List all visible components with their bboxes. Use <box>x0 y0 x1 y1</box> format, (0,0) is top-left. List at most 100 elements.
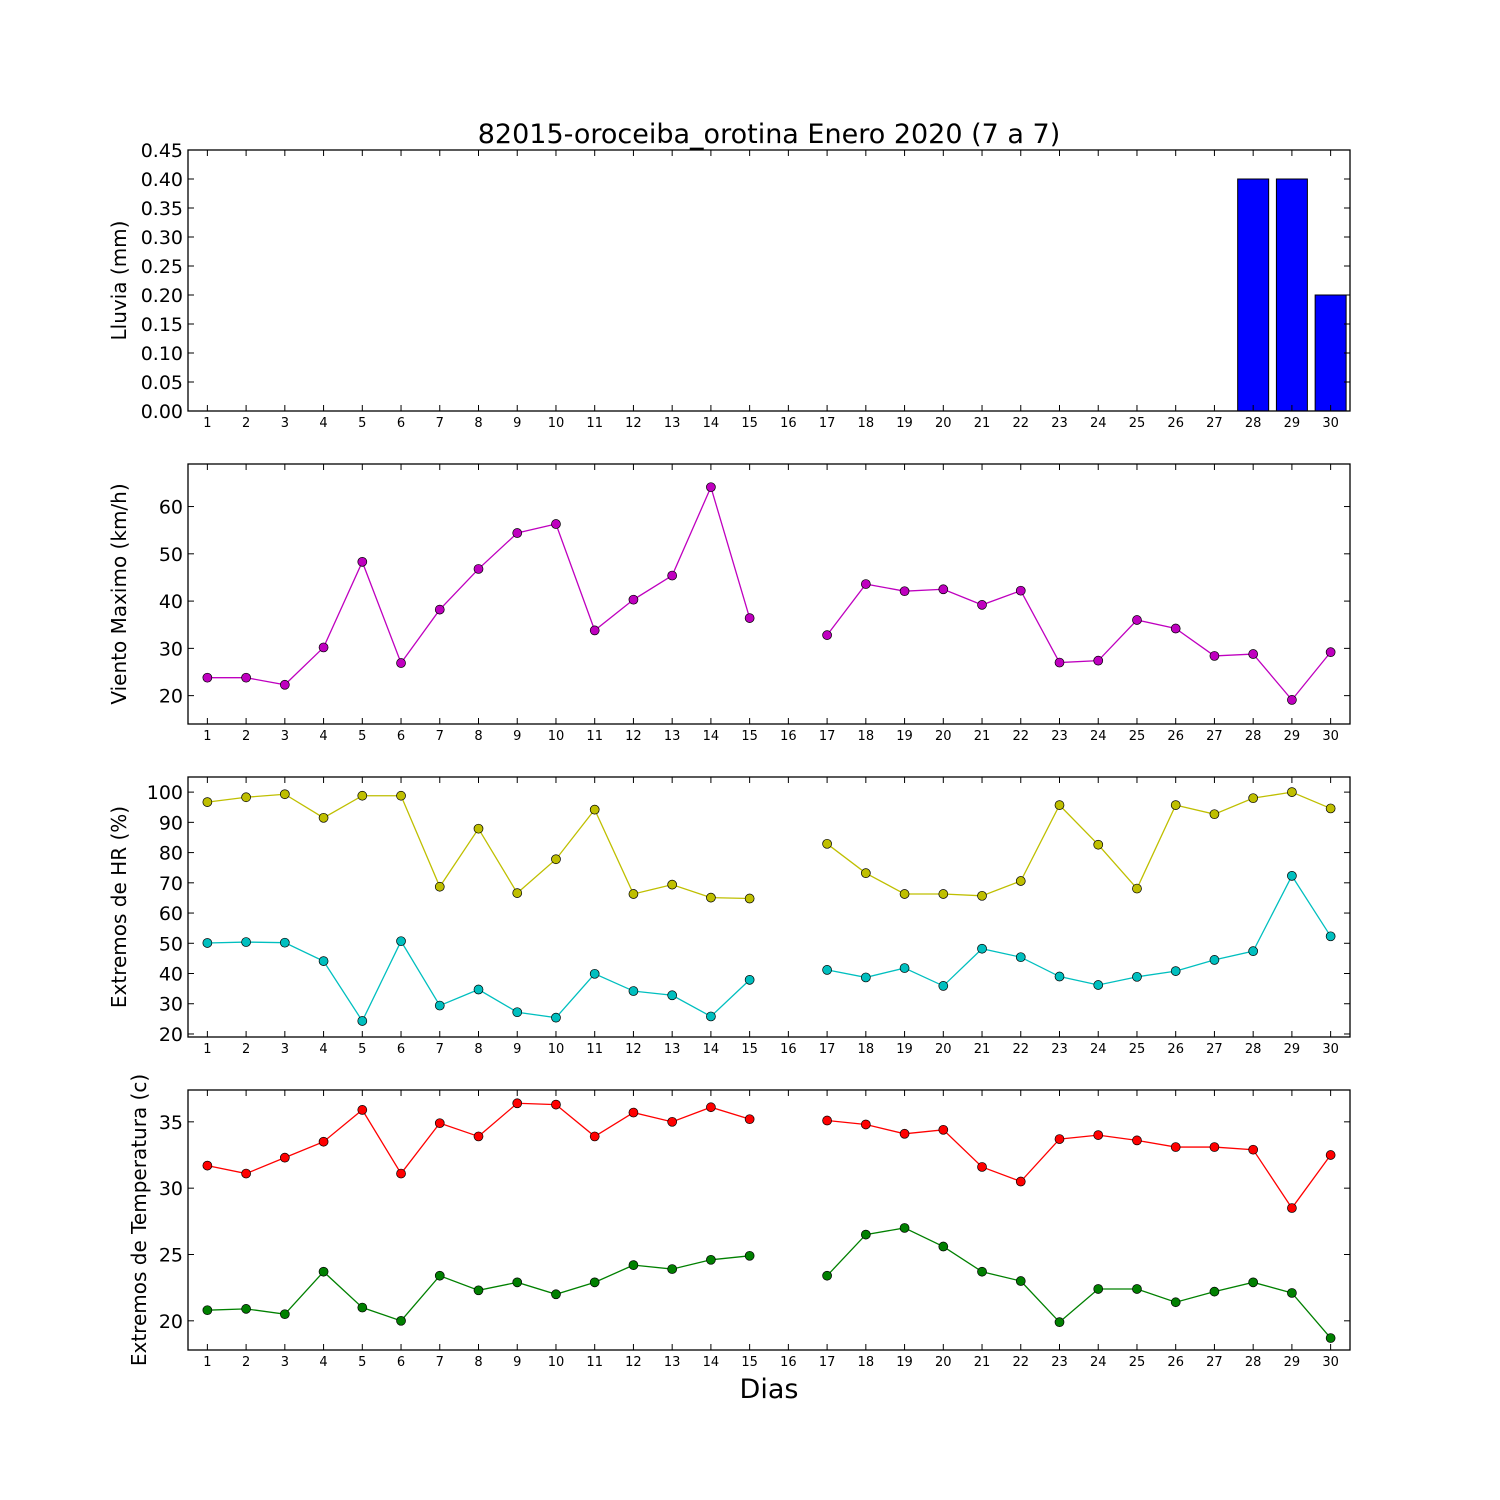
point-s1-day-12 <box>628 594 639 605</box>
x-tick-label: 6 <box>397 729 405 744</box>
x-tick-label: 1 <box>203 416 211 431</box>
y-tick-label: 0.00 <box>141 401 183 423</box>
point-s1-day-18 <box>860 1119 871 1130</box>
x-tick-label: 18 <box>858 416 875 431</box>
point-s1-day-9 <box>512 888 523 898</box>
y-axis-label: Lluvia (mm) <box>107 221 131 341</box>
x-tick-label: 1 <box>203 1042 211 1057</box>
y-tick-label: 20 <box>159 1311 183 1333</box>
point-s1-day-15 <box>744 613 755 623</box>
x-tick-label: 7 <box>436 1355 444 1370</box>
x-tick-label: 17 <box>819 729 836 744</box>
x-tick-label: 13 <box>664 729 681 744</box>
x-tick-label: 11 <box>586 1042 603 1057</box>
y-tick-label: 60 <box>159 497 183 519</box>
x-tick-label: 29 <box>1284 1042 1301 1057</box>
point-s2-day-21 <box>977 1266 987 1277</box>
point-s1-day-25 <box>1132 883 1142 894</box>
point-s1-day-1 <box>202 672 213 683</box>
x-tick-label: 4 <box>319 1042 327 1057</box>
x-tick-label: 11 <box>586 416 603 431</box>
point-s2-day-1 <box>202 938 213 948</box>
point-s1-day-10 <box>551 1099 561 1110</box>
y-tick-label: 40 <box>159 964 183 986</box>
point-s1-day-6 <box>396 790 406 801</box>
point-s1-day-25 <box>1132 1135 1142 1146</box>
point-s1-day-10 <box>551 854 561 865</box>
point-s2-day-23 <box>1054 1317 1065 1327</box>
point-s2-day-23 <box>1054 971 1065 982</box>
point-s2-day-17 <box>822 1270 832 1281</box>
point-s1-day-28 <box>1248 1144 1259 1155</box>
x-tick-label: 12 <box>625 1355 642 1370</box>
x-tick-label: 24 <box>1090 1355 1107 1370</box>
point-s2-day-6 <box>396 1315 406 1326</box>
axes-frame <box>187 149 1351 412</box>
point-s1-day-30 <box>1325 1150 1336 1160</box>
x-tick-label: 25 <box>1129 416 1146 431</box>
point-s2-day-18 <box>860 972 871 983</box>
x-tick-label: 19 <box>896 1355 913 1370</box>
x-tick-label: 12 <box>625 729 642 744</box>
y-tick-label: 30 <box>159 638 183 660</box>
point-s2-day-6 <box>396 936 406 947</box>
x-tick-label: 20 <box>935 729 952 744</box>
x-tick-label: 24 <box>1090 1042 1107 1057</box>
point-s2-day-5 <box>357 1302 368 1313</box>
x-tick-label: 11 <box>586 1355 603 1370</box>
x-tick-label: 16 <box>780 729 797 744</box>
x-tick-label: 3 <box>281 729 289 744</box>
point-s2-day-2 <box>241 937 251 947</box>
x-tick-label: 9 <box>513 416 521 431</box>
x-tick-label: 1 <box>203 1355 211 1370</box>
x-tick-label: 7 <box>436 1042 444 1057</box>
x-tick-label: 19 <box>896 416 913 431</box>
point-s1-day-18 <box>860 579 871 589</box>
point-s1-day-26 <box>1170 1142 1181 1152</box>
point-s2-day-5 <box>357 1016 368 1026</box>
x-tick-label: 26 <box>1167 416 1184 431</box>
point-s2-day-10 <box>551 1289 561 1300</box>
point-s1-day-20 <box>938 889 949 899</box>
point-s1-day-27 <box>1209 809 1220 820</box>
point-s1-day-2 <box>241 792 251 803</box>
x-tick-label: 15 <box>741 416 758 431</box>
x-tick-label: 8 <box>474 1042 482 1057</box>
point-s1-day-23 <box>1054 1134 1065 1144</box>
x-tick-label: 7 <box>436 729 444 744</box>
bar-day-30 <box>1314 294 1347 412</box>
point-s1-day-14 <box>706 1102 716 1113</box>
panel-4: 1 2 3 4 5 6 7 8 9 10 11 12 13 14 15 16 17 18 19 20 21 22 23 24 2… <box>127 1074 1351 1370</box>
x-tick-label: 30 <box>1322 1355 1339 1370</box>
point-s1-day-9 <box>512 528 523 538</box>
point-s2-day-26 <box>1170 966 1181 976</box>
point-s2-day-13 <box>667 990 678 1001</box>
point-s2-day-29 <box>1287 1288 1297 1298</box>
point-s2-day-15 <box>744 975 755 985</box>
point-s2-day-20 <box>938 1241 949 1252</box>
axes-frame <box>187 776 1351 1038</box>
x-tick-label: 1 <box>203 729 211 744</box>
point-s1-day-27 <box>1209 1142 1220 1152</box>
x-tick-label: 21 <box>974 416 991 431</box>
point-s1-day-17 <box>822 1115 832 1126</box>
point-s1-day-21 <box>977 1162 987 1172</box>
x-tick-label: 21 <box>974 1355 991 1370</box>
point-s1-day-23 <box>1054 657 1065 668</box>
point-s2-day-22 <box>1015 1276 1026 1286</box>
y-tick-label: 0.40 <box>141 169 183 191</box>
point-s2-day-18 <box>860 1229 871 1240</box>
point-s1-day-7 <box>434 881 445 892</box>
y-tick-label: 20 <box>159 686 183 708</box>
point-s2-day-25 <box>1132 1284 1142 1294</box>
x-tick-label: 26 <box>1167 729 1184 744</box>
x-tick-label: 28 <box>1245 1355 1262 1370</box>
point-s1-day-8 <box>473 823 484 834</box>
point-s1-day-24 <box>1093 839 1104 850</box>
x-tick-label: 26 <box>1167 1355 1184 1370</box>
point-s2-day-4 <box>318 956 329 966</box>
point-s1-day-15 <box>744 893 755 904</box>
point-s1-day-4 <box>318 1136 329 1147</box>
point-s2-day-20 <box>938 981 949 991</box>
